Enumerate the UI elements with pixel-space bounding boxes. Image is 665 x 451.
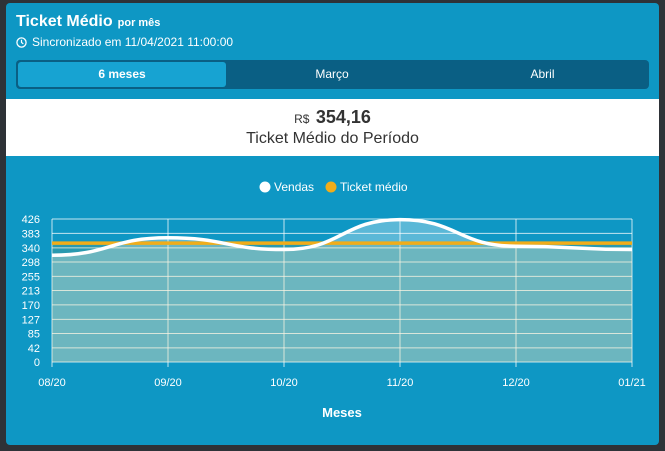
legend-vendas-marker[interactable] (259, 181, 271, 193)
tab-marco[interactable]: Março (315, 67, 349, 81)
summary-panel: R$ 354,16 Ticket Médio do Período (6, 99, 659, 156)
vendas-line[interactable] (51, 217, 633, 258)
ticket-medio-amount: 354,16 (315, 107, 371, 127)
y-tick-label: 298 (22, 257, 40, 269)
tab-abril[interactable]: Abril (530, 67, 555, 81)
chart-series (51, 217, 633, 362)
card-header: Ticket Médio por mês Sincronizado em 11/… (16, 13, 233, 49)
chart-legend: Vendas Ticket médio (259, 180, 408, 194)
y-axis-labels: 0 42 85 127 170 213 255 298 340 383 426 (22, 214, 40, 369)
x-tick-label: 08/20 (38, 377, 66, 389)
y-tick-label: 213 (22, 286, 40, 298)
legend-ticket-medio-marker[interactable] (325, 181, 337, 193)
ticket-medio-chart: Vendas Ticket médio 0 42 85 127 170 213 255 298… (22, 180, 646, 420)
tab-6-meses[interactable]: 6 meses (18, 62, 226, 87)
y-tick-label: 170 (22, 300, 40, 312)
x-axis-title: Meses (322, 405, 362, 420)
chart-grid (51, 218, 633, 367)
ticket-medio-area (52, 243, 632, 362)
y-tick-label: 85 (28, 328, 40, 340)
x-tick-label: 12/20 (502, 377, 530, 389)
ticket-medio-card: Ticket Médio por mês Sincronizado em 11/… (6, 3, 659, 445)
currency-symbol: R$ (294, 112, 310, 126)
period-tabs: 6 meses Março Abril (16, 60, 649, 89)
clock-icon (16, 36, 27, 48)
y-tick-label: 42 (28, 343, 40, 355)
sync-text: Sincronizado em 11/04/2021 11:00:00 (32, 35, 234, 49)
x-tick-label: 10/20 (270, 377, 298, 389)
period-label: Ticket Médio do Período (246, 130, 419, 147)
y-tick-label: 0 (34, 357, 40, 369)
y-tick-label: 426 (22, 214, 40, 226)
y-tick-label: 383 (22, 228, 40, 240)
x-tick-label: 09/20 (154, 377, 182, 389)
card-title: Ticket Médio (16, 13, 113, 30)
y-tick-label: 255 (22, 271, 40, 283)
card-subtitle: por mês (117, 17, 161, 29)
legend-vendas-label[interactable]: Vendas (274, 180, 314, 194)
legend-ticket-medio-label[interactable]: Ticket médio (340, 180, 408, 194)
y-tick-label: 127 (22, 314, 40, 326)
vendas-area (52, 219, 632, 362)
x-tick-label: 11/20 (387, 377, 414, 389)
x-tick-label: 01/21 (618, 377, 646, 389)
y-tick-label: 340 (22, 243, 40, 255)
x-axis-labels: 08/20 09/20 10/20 11/20 12/20 01/21 (38, 377, 646, 389)
